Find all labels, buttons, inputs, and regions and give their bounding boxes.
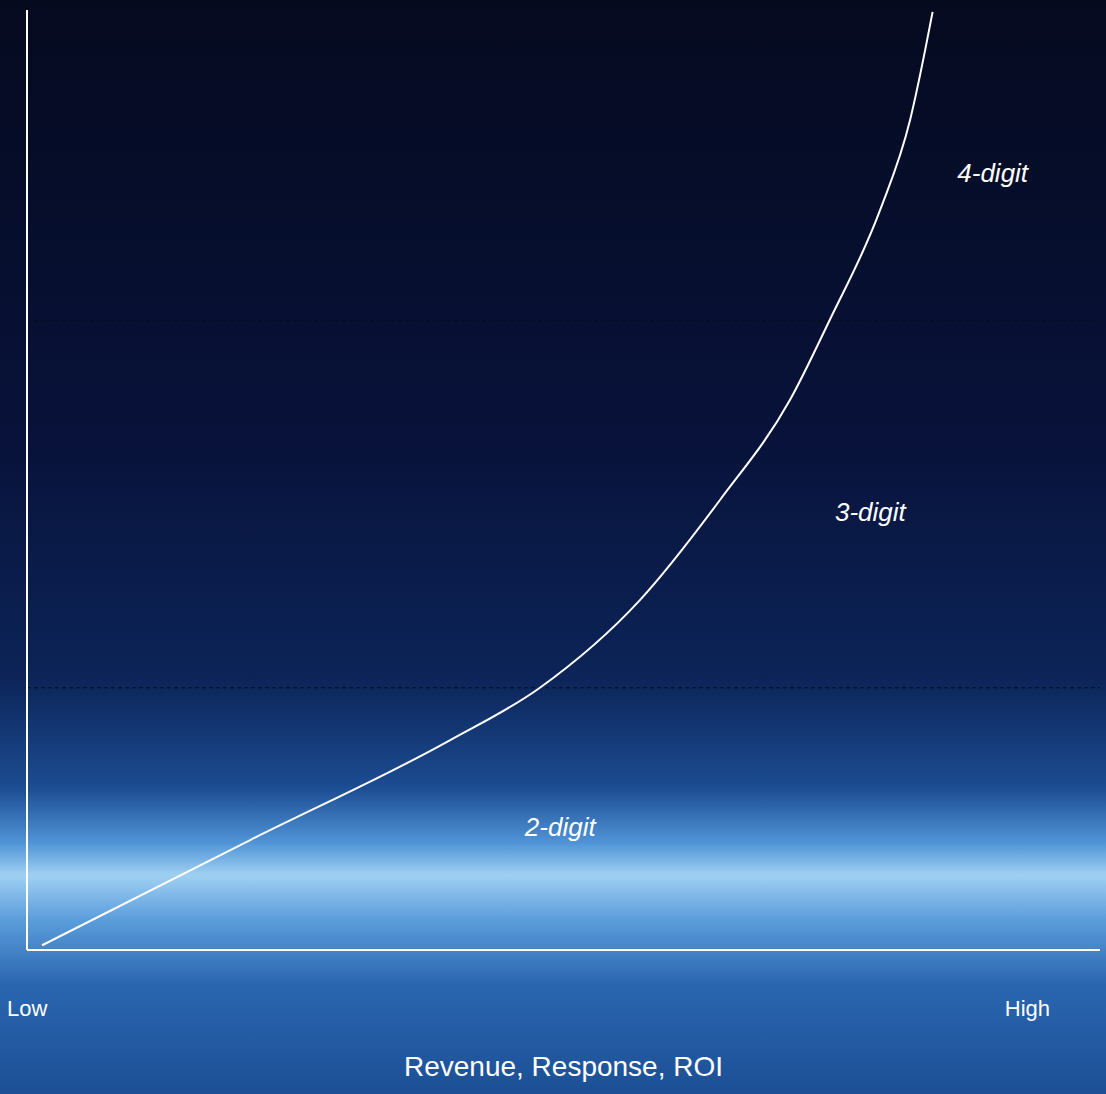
svg-text:4-digit: 4-digit — [957, 158, 1030, 188]
svg-text:Revenue, Response, ROI: Revenue, Response, ROI — [404, 1051, 723, 1082]
svg-text:Low: Low — [7, 996, 47, 1021]
svg-text:3-digit: 3-digit — [835, 497, 908, 527]
svg-text:High: High — [1005, 996, 1050, 1021]
svg-text:2-digit: 2-digit — [524, 812, 598, 842]
